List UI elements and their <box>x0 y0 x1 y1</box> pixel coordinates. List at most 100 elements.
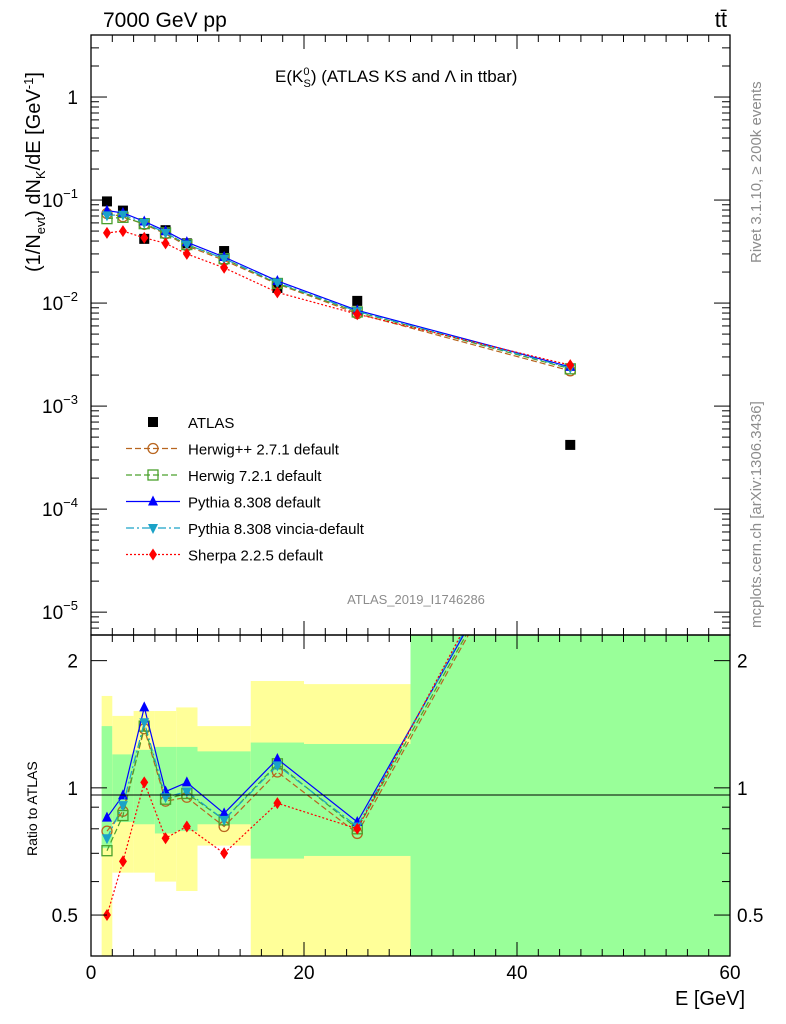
legend-entry: ATLAS <box>148 415 234 432</box>
data-point <box>182 247 191 260</box>
y-axis-title-bottom: Ratio to ATLAS <box>24 761 40 856</box>
series-3 <box>101 204 576 371</box>
x-tick-label: 40 <box>506 963 527 984</box>
ratio-point <box>272 761 283 772</box>
data-point <box>101 211 112 222</box>
series-line <box>106 230 571 366</box>
legend-entry: Pythia 8.308 default <box>126 495 321 512</box>
data-point <box>181 240 192 251</box>
legend-marker <box>148 495 158 506</box>
ratio-point <box>101 845 113 857</box>
legend-entry: Sherpa 2.2.5 default <box>126 548 324 565</box>
legend-marker <box>147 442 159 455</box>
data-point <box>272 278 283 289</box>
ratio-point <box>219 807 230 818</box>
series-line <box>106 214 571 369</box>
legend-marker <box>148 524 158 534</box>
ratio-point <box>140 776 149 789</box>
process-label: tt̄ <box>715 7 727 32</box>
uncertainty-bands <box>101 635 730 956</box>
ratio-point <box>272 753 283 764</box>
y-tick-label-bottom: 2 <box>67 652 78 673</box>
data-point <box>139 218 150 229</box>
y-tick-label-bottom-right: 1 <box>737 779 748 800</box>
x-axis-title: E [GeV] <box>675 988 745 1010</box>
ratio-point <box>220 847 229 860</box>
legend-entry: Pythia 8.308 vincia-default <box>126 521 365 538</box>
ratio-4 <box>102 635 462 922</box>
legend-entry: Herwig 7.2.1 default <box>126 468 322 485</box>
legend-label: ATLAS <box>188 415 234 432</box>
data-point <box>140 231 149 244</box>
y-tick-label-bottom: 0.5 <box>52 906 78 927</box>
series-line <box>106 210 571 368</box>
legend-label: Sherpa 2.2.5 default <box>188 548 324 565</box>
ratio-point <box>101 811 112 822</box>
legend-label: Herwig 7.2.1 default <box>188 468 322 485</box>
y-tick-label-top: 10−5 <box>42 598 78 624</box>
x-tick-label: 0 <box>86 963 97 984</box>
y-tick-label-bottom: 1 <box>67 779 78 800</box>
band-inner-bin <box>304 743 411 856</box>
data-point <box>566 359 575 372</box>
data-point <box>353 308 362 321</box>
ratio-line <box>106 635 464 839</box>
band-inner-bin <box>101 726 113 849</box>
ratio-point <box>118 855 127 868</box>
ratio-point <box>273 797 282 810</box>
series-4 <box>101 210 576 374</box>
main-series <box>101 196 576 450</box>
legend-marker <box>147 469 159 481</box>
y-tick-label-top: 10−2 <box>42 289 78 315</box>
legend-label: Pythia 8.308 vincia-default <box>188 521 365 538</box>
data-point <box>220 261 229 274</box>
y-tick-label-top: 10−4 <box>42 495 78 521</box>
legend: ATLAS Herwig++ 2.7.1 default Herwig 7.2.1 … <box>126 415 365 565</box>
data-point <box>101 196 112 207</box>
data-point <box>273 286 282 299</box>
data-point <box>160 228 171 239</box>
y-tick-label-top: 1 <box>67 88 78 109</box>
legend-marker <box>149 548 157 561</box>
legend-marker <box>148 417 158 427</box>
plot-title: E(K0 S) (ATLAS KS and Λ in ttbar) <box>275 66 517 90</box>
y-tick-label-top: 10−3 <box>42 392 78 418</box>
ratio-point <box>117 801 128 812</box>
ratio-point <box>182 820 191 833</box>
rivet-label: Rivet 3.1.10, ≥ 200k events <box>748 81 765 263</box>
data-point <box>102 226 111 239</box>
legend-label: Pythia 8.308 default <box>188 495 321 512</box>
ratio-point <box>181 787 192 798</box>
ratio-point <box>353 822 362 835</box>
ratio-point <box>139 701 150 712</box>
y-axis-title-top: (1/Nevt) dNK/dE [GeV-1] <box>21 72 48 272</box>
x-tick-label: 60 <box>719 963 740 984</box>
ratio-point <box>181 776 192 787</box>
y-tick-label-top: 10−1 <box>42 186 78 212</box>
y-tick-label-bottom-right: 0.5 <box>737 906 763 927</box>
ratio-series <box>101 635 470 922</box>
ratio-point <box>160 793 171 804</box>
series-5 <box>102 225 575 372</box>
legend-entry: Herwig++ 2.7.1 default <box>126 442 340 459</box>
main-plot-frame <box>90 34 731 636</box>
ratio-point <box>161 832 170 845</box>
data-point <box>118 225 127 238</box>
ratio-point <box>160 785 171 796</box>
legend-label: Herwig++ 2.7.1 default <box>188 442 340 459</box>
mcplots-label: mcplots.cern.ch [arXiv:1306.3436] <box>748 401 765 628</box>
ratio-2 <box>101 635 465 827</box>
ratio-point <box>219 815 230 826</box>
collision-label: 7000 GeV pp <box>103 9 227 32</box>
ratio-point <box>101 834 112 845</box>
data-point <box>352 295 363 306</box>
x-tick-label: 20 <box>293 963 314 984</box>
data-point <box>117 210 128 221</box>
data-point <box>161 237 170 250</box>
ratio-point <box>139 718 150 729</box>
data-point <box>219 254 230 265</box>
y-tick-label-bottom-right: 2 <box>737 652 748 673</box>
analysis-label: ATLAS_2019_I1746286 <box>347 592 485 607</box>
ratio-point <box>117 789 128 800</box>
